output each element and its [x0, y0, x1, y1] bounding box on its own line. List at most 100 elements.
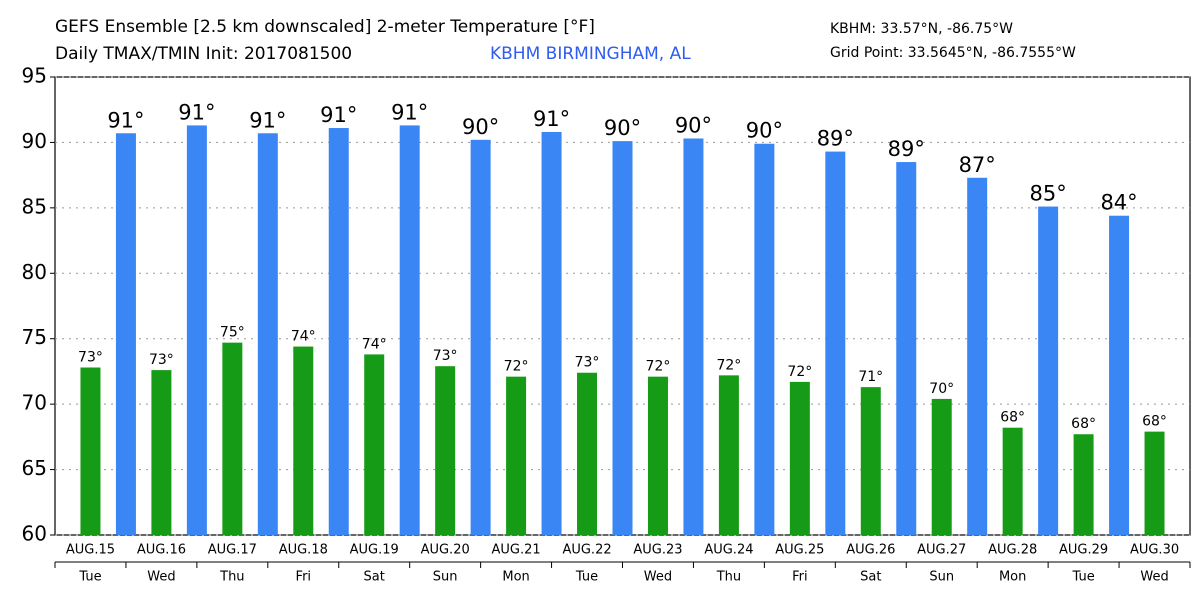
x-tick-label: AUG.16 [137, 543, 186, 558]
y-tick-label: 85 [22, 194, 47, 218]
bar [683, 138, 704, 535]
x-tick-sublabel: Mon [502, 570, 529, 585]
x-tick-label: AUG.24 [704, 543, 753, 558]
bar [931, 398, 952, 535]
x-tick-sublabel: Fri [296, 570, 312, 585]
x-tick-sublabel: Thu [716, 570, 741, 585]
bar [1038, 206, 1059, 535]
value-label: 75° [220, 325, 245, 341]
value-label: 68° [1000, 410, 1025, 426]
bar [1073, 434, 1094, 535]
value-label: 89° [888, 137, 925, 161]
y-tick-label: 80 [22, 260, 47, 284]
value-label: 73° [78, 350, 103, 366]
bar [825, 151, 846, 536]
value-label: 90° [604, 116, 641, 140]
bar [186, 125, 207, 535]
value-label: 91° [533, 107, 570, 131]
bar [328, 128, 349, 535]
x-tick-sublabel: Sat [364, 570, 385, 585]
bar [612, 141, 633, 535]
x-tick-label: AUG.28 [988, 543, 1037, 558]
value-label: 87° [959, 153, 996, 177]
bar [1002, 427, 1023, 535]
x-tick-sublabel: Mon [999, 570, 1026, 585]
bar [718, 375, 739, 535]
bar [364, 354, 385, 535]
station: KBHM: 33.57°N, -86.75°W [830, 21, 1013, 37]
bar [257, 133, 278, 536]
bar [1144, 431, 1165, 535]
x-tick-sublabel: Tue [78, 570, 101, 585]
bar [506, 376, 527, 535]
bar [151, 370, 172, 535]
value-label: 68° [1142, 414, 1167, 430]
x-tick-label: AUG.17 [208, 543, 257, 558]
bar [399, 125, 420, 535]
bar [470, 139, 491, 535]
value-label: 91° [249, 108, 286, 132]
value-label: 74° [362, 336, 387, 352]
x-tick-label: AUG.27 [917, 543, 966, 558]
x-tick-sublabel: Sat [860, 570, 881, 585]
bar [896, 162, 917, 536]
bar [577, 372, 598, 535]
bar [115, 133, 136, 536]
bar [647, 376, 668, 535]
x-tick-label: AUG.26 [846, 543, 895, 558]
value-label: 72° [504, 359, 529, 375]
x-tick-sublabel: Sun [929, 570, 954, 585]
y-tick-label: 90 [22, 129, 47, 153]
x-tick-sublabel: Wed [644, 570, 672, 585]
value-label: 68° [1071, 416, 1096, 432]
value-label: 89° [817, 127, 854, 151]
x-tick-sublabel: Thu [219, 570, 244, 585]
value-label: 71° [858, 369, 883, 385]
chart-subtitle: Daily TMAX/TMIN Init: 2017081500 [55, 44, 352, 64]
x-tick-label: AUG.25 [775, 543, 824, 558]
value-label: 72° [646, 359, 671, 375]
value-label: 73° [433, 348, 458, 364]
value-label: 85° [1030, 182, 1067, 206]
y-tick-label: 70 [22, 391, 47, 415]
value-label: 70° [929, 381, 954, 397]
x-tick-sublabel: Tue [575, 570, 598, 585]
y-tick-label: 65 [22, 456, 47, 480]
x-tick-label: AUG.30 [1130, 543, 1179, 558]
bar [293, 346, 314, 535]
x-tick-label: AUG.29 [1059, 543, 1108, 558]
x-tick-label: AUG.22 [562, 543, 611, 558]
x-tick-label: AUG.20 [421, 543, 470, 558]
x-tick-label: AUG.21 [492, 543, 541, 558]
y-tick-label: 60 [22, 522, 47, 546]
x-tick-sublabel: Wed [1140, 570, 1168, 585]
bar [1109, 215, 1130, 536]
x-tick-label: AUG.15 [66, 543, 115, 558]
bar [967, 177, 988, 535]
value-label: 90° [675, 114, 712, 138]
y-tick-label: 95 [22, 64, 47, 88]
bar [789, 381, 810, 535]
value-label: 74° [291, 329, 316, 345]
value-label: 90° [746, 119, 783, 143]
grid-point: Grid Point: 33.5645°N, -86.7555°W [830, 45, 1076, 61]
y-tick-label: 75 [22, 325, 47, 349]
location: KBHM BIRMINGHAM, AL [490, 44, 691, 64]
value-label: 91° [178, 100, 215, 124]
bar [541, 131, 562, 535]
bar [222, 342, 243, 535]
x-tick-label: AUG.18 [279, 543, 328, 558]
bar [860, 387, 881, 535]
value-label: 90° [462, 115, 499, 139]
x-tick-sublabel: Tue [1071, 570, 1094, 585]
value-label: 72° [716, 357, 741, 373]
value-label: 72° [787, 364, 812, 380]
chart-title: GEFS Ensemble [2.5 km downscaled] 2-mete… [55, 17, 595, 37]
x-tick-sublabel: Sun [433, 570, 458, 585]
value-label: 91° [320, 103, 357, 127]
x-tick-sublabel: Wed [147, 570, 175, 585]
x-tick-label: AUG.19 [350, 543, 399, 558]
value-label: 73° [575, 355, 600, 371]
value-label: 84° [1100, 191, 1137, 215]
x-tick-label: AUG.23 [633, 543, 682, 558]
